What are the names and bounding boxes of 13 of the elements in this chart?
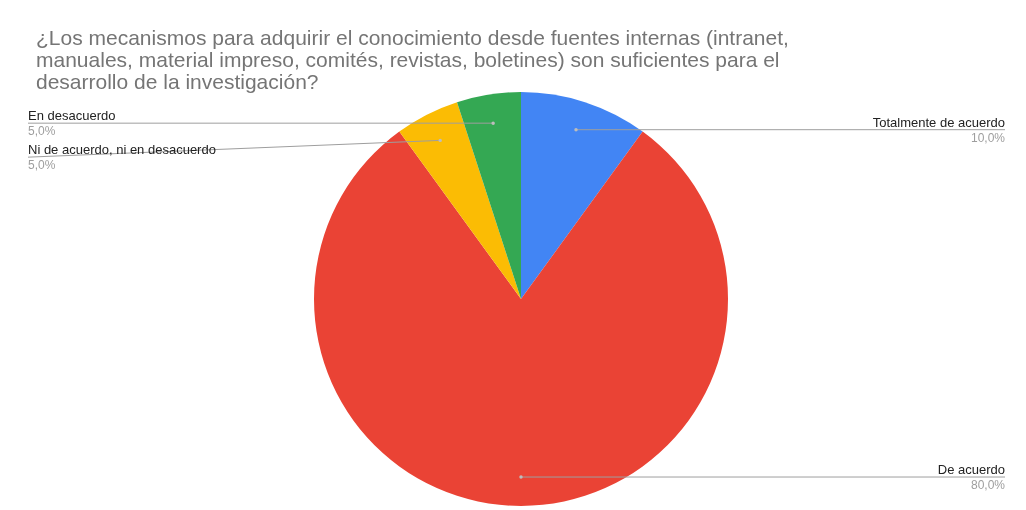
pie-slice: [521, 92, 643, 299]
slice-label: Totalmente de acuerdo: [872, 114, 1005, 130]
data-label: 80,0%: [970, 478, 1006, 493]
slice-label: De acuerdo: [937, 462, 1005, 478]
pie-slice: [314, 131, 728, 506]
slice-label: En desacuerdo: [28, 108, 116, 124]
pie-slice: [399, 102, 521, 299]
slice-label: Ni de acuerdo, ni en desacuerdo: [28, 142, 216, 158]
data-label: 10,0%: [970, 130, 1006, 145]
pie-slice: [457, 92, 521, 299]
data-label: 5,0%: [28, 124, 56, 139]
chart-title: ¿Los mecanismos para adquirir el conocimiento desde fuentes internas (intranet, manuales, material impreso, comités, revistas, boletines) son suficientes para el desarrollo de la investigación?: [36, 26, 789, 93]
data-label: 5,0%: [28, 158, 56, 173]
